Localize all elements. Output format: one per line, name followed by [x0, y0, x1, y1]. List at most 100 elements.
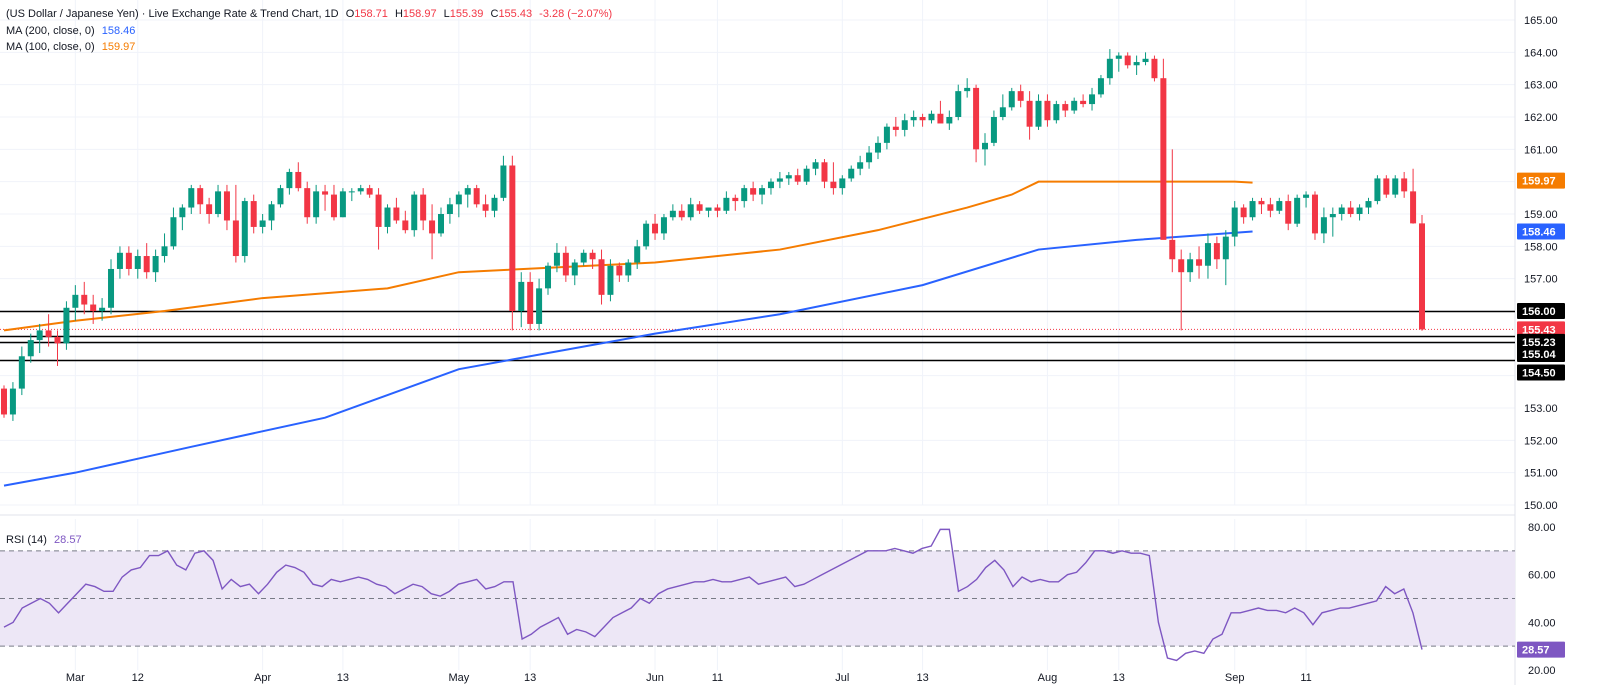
candle-body [125, 252, 132, 269]
candle-body [1026, 100, 1033, 127]
badge-ma100-bg [1517, 172, 1565, 189]
candle [464, 184, 471, 208]
candle-body [1231, 207, 1238, 237]
candle [616, 262, 623, 282]
candle [1311, 191, 1318, 240]
candle-body [170, 217, 177, 247]
rsi-tick-label: 80.00 [1528, 522, 1556, 534]
candle-body [18, 356, 25, 389]
candle [545, 262, 552, 295]
candle-body [81, 294, 88, 305]
candle [1097, 74, 1104, 98]
rsi-line [3, 528, 1423, 662]
candle [241, 197, 248, 263]
candle [206, 197, 213, 224]
candle [1053, 100, 1060, 124]
candle-body [339, 191, 346, 218]
candle-body [223, 191, 230, 221]
candle [420, 188, 427, 231]
candle [928, 110, 935, 124]
candle-body [1097, 78, 1104, 95]
candle [714, 204, 721, 218]
legend-title: (US Dollar / Japanese Yen) · Live Exchan… [6, 8, 339, 20]
candle-body [1347, 207, 1354, 214]
candle [411, 191, 418, 237]
candle-body [1267, 204, 1274, 211]
candle-body [1008, 91, 1015, 108]
candle-body [839, 178, 846, 189]
candle [63, 301, 70, 350]
candle-body [1329, 214, 1336, 218]
candle [678, 204, 685, 221]
candle [803, 165, 810, 185]
candle-body [206, 204, 213, 214]
candle-body [108, 268, 115, 308]
candle-body [1249, 201, 1256, 218]
candle-body [928, 113, 935, 121]
candle [188, 184, 195, 214]
candle [1392, 175, 1399, 198]
candle-body [1089, 94, 1096, 105]
candle [473, 184, 480, 208]
axes: 165.00164.00163.00162.00161.00160.00159.… [66, 15, 1558, 684]
candle [108, 259, 115, 315]
candles[interactable] [1, 49, 1425, 421]
badge-level-156-bg [1517, 303, 1565, 319]
ma200-line [3, 230, 1253, 487]
candle-body [1133, 62, 1140, 66]
moving-averages [3, 180, 1253, 487]
candle-body [54, 336, 61, 344]
candle-body [821, 162, 828, 182]
candle [874, 136, 881, 160]
candle-body [215, 191, 222, 214]
candle [1410, 168, 1417, 224]
candle-body [553, 252, 560, 266]
price-tick-label: 161.00 [1524, 144, 1558, 156]
x-tick-label: Apr [254, 672, 271, 684]
legend-close: C155.43 [490, 8, 533, 20]
candle-body [375, 194, 382, 227]
candle-body [990, 117, 997, 143]
candle [848, 165, 855, 182]
candle [1187, 252, 1194, 282]
x-tick-label: Sep [1225, 672, 1245, 684]
candle-body [901, 120, 908, 130]
price-tick-label: 150.00 [1524, 500, 1558, 512]
candle-body [411, 194, 418, 231]
candle [500, 155, 507, 202]
candle-body [678, 210, 685, 218]
candle-body [455, 194, 462, 205]
candle [1026, 91, 1033, 140]
x-tick-label: 13 [524, 672, 536, 684]
candle [1204, 233, 1211, 279]
candle [1151, 55, 1158, 82]
candle [1249, 197, 1256, 221]
candle [393, 197, 400, 224]
rsi-band [0, 550, 1515, 647]
candle [1, 385, 7, 418]
candle [125, 246, 132, 276]
ma100-value: 159.97 [101, 41, 136, 53]
legend-open: O158.71 [345, 8, 388, 20]
badge-rsi-bg [1517, 641, 1565, 658]
candle [901, 113, 908, 137]
badge-level-15523-text: 155.23 [1522, 337, 1556, 349]
candle [553, 243, 560, 273]
legend-ma200: MA (200, close, 0) 158.46 [6, 25, 139, 37]
candle-body [696, 204, 703, 211]
candle [54, 330, 61, 366]
candle [197, 184, 204, 214]
candle [562, 246, 569, 282]
candle [1419, 214, 1425, 331]
candle [1080, 94, 1087, 108]
price-tick-label: 165.00 [1524, 15, 1558, 27]
candle [839, 175, 846, 195]
candle-body [188, 188, 195, 208]
badge-level-15450-bg [1517, 364, 1565, 381]
candle-body [660, 217, 667, 234]
candle [1347, 201, 1354, 218]
price-tick-label: 163.00 [1524, 80, 1558, 92]
badge-ma100-text: 159.97 [1522, 176, 1556, 188]
